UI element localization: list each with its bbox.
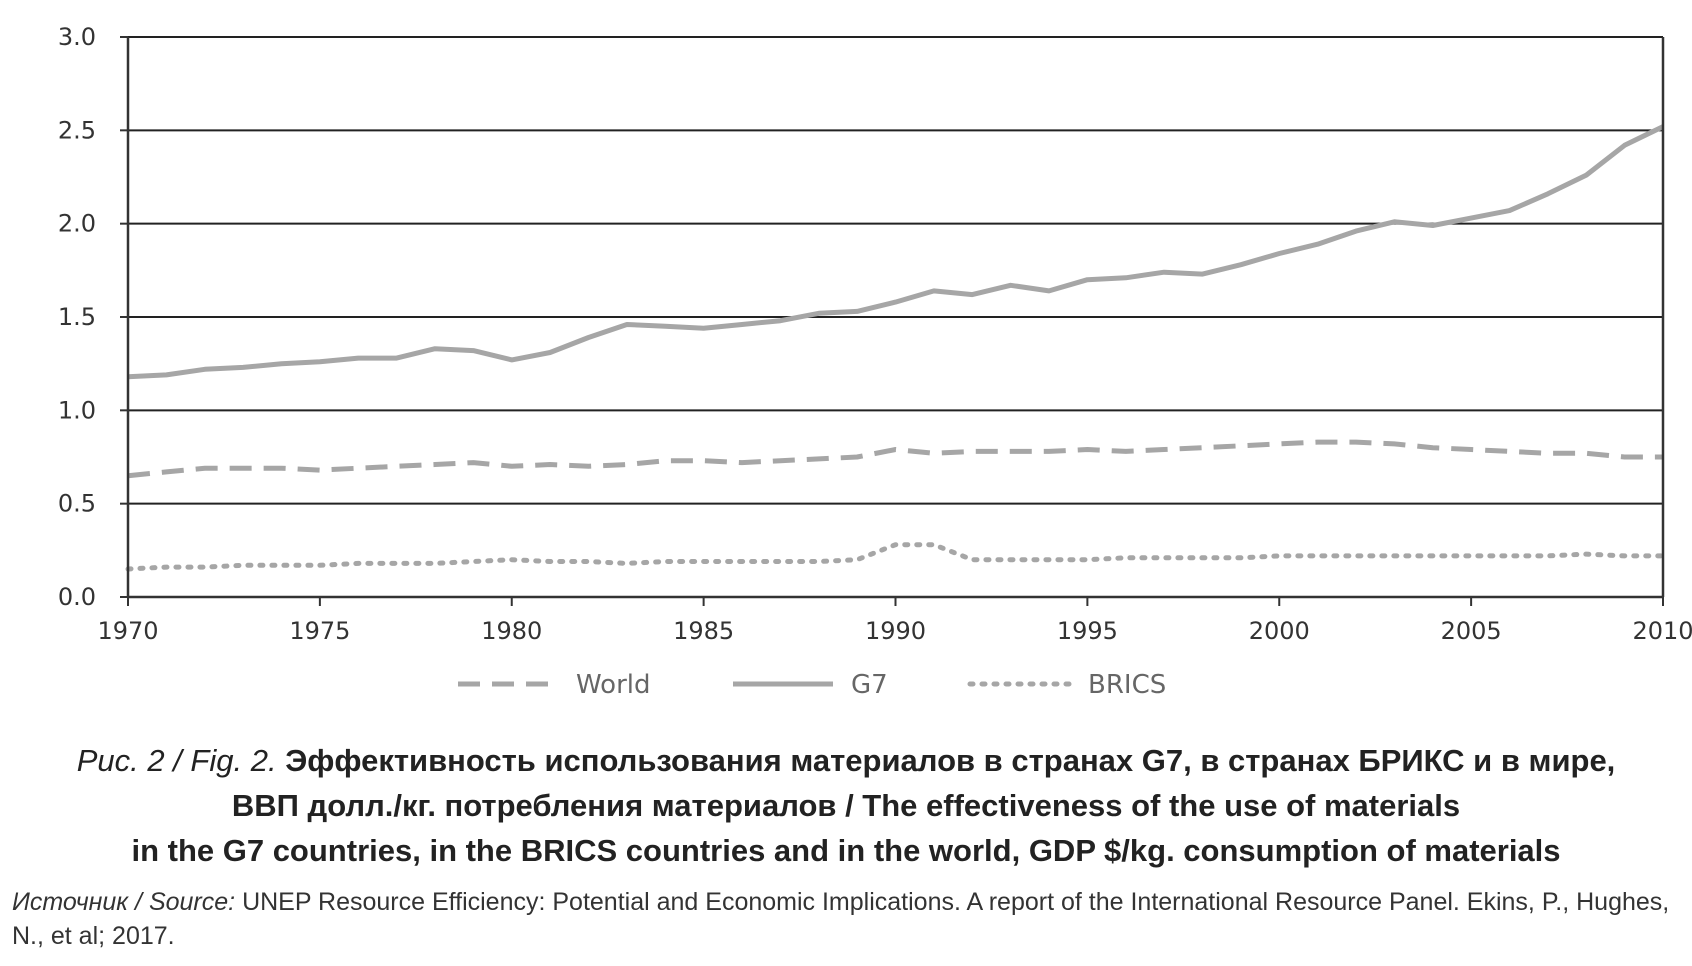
series-lines: [125, 124, 1666, 572]
y-tick-label: 1.0: [58, 396, 96, 424]
y-tick-label: 0.0: [58, 583, 96, 611]
legend: World G7 BRICS: [458, 670, 1166, 700]
y-tick-label: 3.0: [58, 23, 96, 51]
x-tick-label: 2010: [1632, 617, 1692, 645]
caption-line-2: ВВП долл./кг. потребления материалов / T…: [231, 788, 1461, 823]
series-line-g7: [127, 124, 1665, 380]
x-tick-label: 2005: [1441, 617, 1502, 645]
line-chart: 0.0 0.5 1.0 1.5 2.0 2.5 3.0 1970 1975 1980 1985 199…: [58, 23, 1692, 700]
source-note: Источник / Source: UNEP Resource Efficie…: [12, 885, 1672, 953]
figure-caption: Рис. 2 / Fig. 2. Эффективность использов…: [40, 738, 1652, 873]
y-tick-label: 0.5: [58, 490, 96, 518]
x-tick-label: 1985: [673, 617, 734, 645]
x-tick-label: 1970: [97, 617, 158, 645]
gridlines: [128, 36, 1663, 598]
x-tick-label: 2000: [1249, 617, 1310, 645]
series-line-world: [127, 439, 1663, 479]
y-tick-label: 1.5: [58, 303, 96, 331]
legend-label-g7: G7: [851, 670, 888, 700]
source-text: UNEP Resource Efficiency: Potential and …: [12, 888, 1670, 950]
legend-label-brics: BRICS: [1088, 670, 1166, 700]
x-tick-label: 1980: [481, 617, 542, 645]
caption-line-1: Эффективность использования материалов в…: [285, 743, 1616, 778]
x-tick-label: 1975: [289, 617, 350, 645]
y-tick-label: 2.0: [58, 210, 96, 238]
x-tick-label: 1990: [865, 617, 926, 645]
legend-label-world: World: [576, 670, 651, 700]
caption-line-3: in the G7 countries, in the BRICS countr…: [131, 833, 1561, 868]
y-tick-label: 2.5: [58, 116, 96, 144]
axes: 0.0 0.5 1.0 1.5 2.0 2.5 3.0 1970 1975 1980 1985 199…: [58, 23, 1692, 645]
caption-lead: Рис. 2 / Fig. 2.: [76, 743, 277, 778]
x-tick-label: 1995: [1057, 617, 1118, 645]
series-line-brics: [125, 542, 1666, 572]
source-lead: Источник / Source:: [12, 888, 236, 916]
